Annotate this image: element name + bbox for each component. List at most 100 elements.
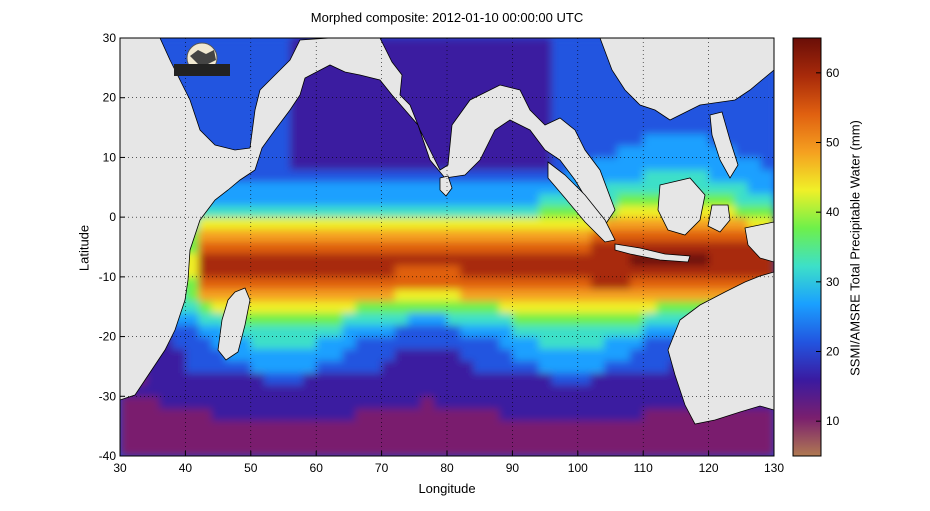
- tpw-cell: [564, 312, 579, 326]
- tpw-cell: [368, 253, 383, 266]
- tpw-cell: [447, 360, 461, 373]
- tpw-cell: [512, 145, 527, 158]
- tpw-cell: [342, 264, 357, 278]
- tpw-cell: [420, 276, 435, 290]
- tpw-cell: [198, 360, 213, 373]
- tpw-cell: [263, 217, 278, 230]
- tpw-cell: [656, 276, 670, 290]
- tpw-cell: [381, 145, 396, 158]
- tpw-cell: [433, 145, 448, 158]
- tpw-cell: [250, 61, 265, 75]
- tpw-cell: [198, 109, 213, 123]
- tpw-cell: [460, 336, 474, 350]
- tpw-cell: [656, 145, 670, 158]
- tpw-cell: [368, 444, 383, 456]
- tpw-cell: [159, 432, 173, 445]
- tpw-cell: [564, 253, 579, 266]
- tpw-cell: [263, 145, 278, 158]
- tpw-cell: [708, 169, 723, 182]
- tpw-cell: [564, 73, 579, 87]
- tpw-cell: [590, 408, 605, 421]
- tpw-cell: [577, 348, 592, 361]
- tpw-cell: [316, 444, 330, 456]
- tpw-cell: [473, 312, 487, 326]
- tpw-cell: [237, 38, 252, 51]
- tpw-cell: [394, 205, 409, 218]
- tpw-cell: [590, 85, 605, 99]
- tpw-cell: [551, 300, 566, 314]
- x-tick-label: 130: [764, 461, 784, 475]
- tpw-cell: [185, 276, 200, 290]
- tpw-cell: [277, 348, 291, 361]
- tpw-cell: [381, 360, 396, 373]
- tpw-cell: [368, 288, 383, 302]
- tpw-cell: [277, 181, 291, 194]
- tpw-cell: [407, 264, 422, 278]
- tpw-cell: [342, 109, 357, 123]
- tpw-cell: [499, 336, 513, 350]
- tpw-cell: [669, 288, 684, 302]
- tpw-cell: [250, 348, 265, 361]
- tpw-cell: [734, 229, 749, 242]
- tpw-cell: [590, 384, 605, 397]
- tpw-cell: [669, 133, 684, 146]
- tpw-cell: [263, 372, 278, 385]
- tpw-cell: [577, 38, 592, 51]
- tpw-cell: [263, 444, 278, 456]
- tpw-cell: [355, 300, 370, 314]
- tpw-cell: [617, 253, 631, 266]
- tpw-cell: [146, 384, 160, 397]
- tpw-cell: [420, 121, 435, 135]
- tpw-cell: [224, 396, 239, 409]
- tpw-cell: [538, 49, 553, 63]
- x-tick-label: 40: [179, 461, 193, 475]
- tpw-cell: [329, 420, 343, 433]
- tpw-cell: [420, 372, 435, 385]
- tpw-cell: [656, 444, 670, 456]
- tpw-cell: [368, 348, 383, 361]
- tpw-cell: [381, 133, 396, 146]
- tpw-cell: [355, 253, 370, 266]
- tpw-cell: [277, 372, 291, 385]
- x-ticks: 30 40 50 60 70 80 90 100 110 120 130: [113, 451, 784, 475]
- tpw-cell: [617, 205, 631, 218]
- tpw-cell: [747, 420, 762, 433]
- tpw-cell: [329, 181, 343, 194]
- tpw-cell: [656, 360, 670, 373]
- tpw-cell: [263, 157, 278, 170]
- tpw-cell: [564, 38, 579, 51]
- tpw-cell: [368, 324, 383, 338]
- tpw-cell: [263, 300, 278, 314]
- tpw-cell: [355, 205, 370, 218]
- tpw-cell: [277, 336, 291, 350]
- tpw-cell: [290, 229, 304, 242]
- tpw-cell: [420, 432, 435, 445]
- tpw-cell: [263, 205, 278, 218]
- tpw-cell: [512, 133, 527, 146]
- tpw-cell: [329, 324, 343, 338]
- tpw-cell: [303, 360, 317, 373]
- tpw-cell: [329, 193, 343, 206]
- tpw-cell: [329, 73, 343, 87]
- tpw-cell: [577, 384, 592, 397]
- tpw-cell: [551, 384, 566, 397]
- tpw-cell: [237, 181, 252, 194]
- tpw-cell: [747, 193, 762, 206]
- tpw-cell: [198, 384, 213, 397]
- tpw-cell: [643, 193, 657, 206]
- tpw-cell: [695, 264, 710, 278]
- tpw-cell: [643, 372, 657, 385]
- tpw-cell: [237, 253, 252, 266]
- tpw-cell: [512, 169, 527, 182]
- tpw-cell: [316, 241, 330, 254]
- tpw-cell: [329, 217, 343, 230]
- tpw-cell: [630, 372, 644, 385]
- new-guinea: [744, 221, 774, 263]
- tpw-cell: [538, 241, 553, 254]
- tpw-cell: [643, 348, 657, 361]
- tpw-cell: [499, 444, 513, 456]
- tpw-cell: [224, 109, 239, 123]
- tpw-cell: [433, 444, 448, 456]
- tpw-cell: [525, 73, 540, 87]
